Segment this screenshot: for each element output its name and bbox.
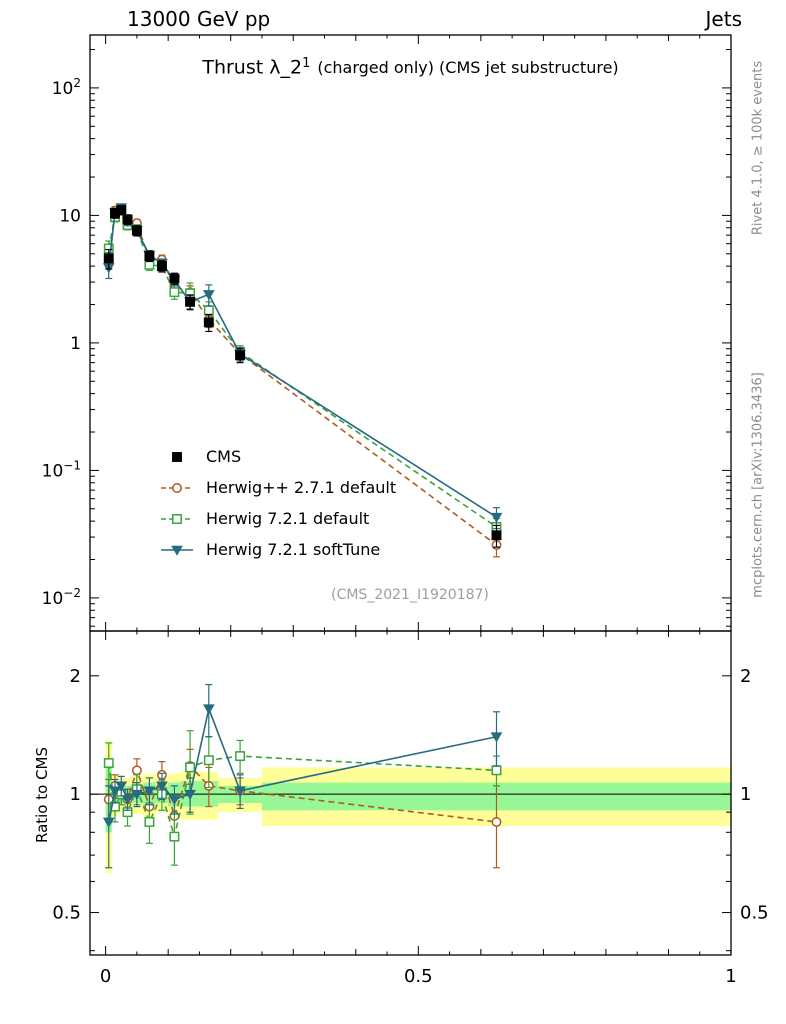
rivet-version-note: Rivet 4.1.0, ≥ 100k events — [750, 60, 766, 236]
herwigpp-271-default-marker-icon — [161, 482, 193, 493]
ratio-uncertainty-bands — [105, 740, 731, 874]
svg-text:2: 2 — [70, 666, 81, 687]
title-suffix: (charged only) (CMS jet substructure) — [317, 58, 619, 78]
watermark: (CMS_2021_I1920187) — [331, 587, 489, 603]
main-series-cms — [103, 205, 502, 548]
svg-text:10−1: 10−1 — [42, 458, 81, 481]
svg-text:0.5: 0.5 — [52, 903, 81, 924]
legend: CMS Herwig++ 2.7.1 default Herwig 7.2.1 de… — [160, 441, 396, 565]
svg-text:0.5: 0.5 — [740, 903, 769, 924]
svg-text:1: 1 — [70, 334, 81, 354]
ratio-series-herwig-721-softtune — [102, 683, 503, 869]
beam-energy-label: 13000 GeV pp — [127, 7, 271, 31]
title-superscript: 1 — [302, 56, 311, 71]
svg-text:2: 2 — [740, 666, 751, 687]
svg-text:1: 1 — [70, 784, 81, 805]
svg-text:10−2: 10−2 — [42, 586, 81, 609]
title-prefix: Thrust λ_2 — [202, 56, 303, 79]
svg-text:0: 0 — [100, 966, 111, 987]
svg-text:0.5: 0.5 — [404, 966, 433, 987]
legend-item-herwig-721-default: Herwig 7.2.1 default — [160, 503, 396, 534]
herwig-721-softtune-marker-icon — [161, 545, 193, 556]
legend-label: Herwig 7.2.1 default — [206, 509, 370, 528]
legend-label: Herwig 7.2.1 softTune — [206, 540, 381, 559]
herwig-721-default-marker-icon — [161, 513, 193, 524]
legend-item-herwigpp-271-default: Herwig++ 2.7.1 default — [160, 472, 396, 503]
legend-item-herwig-721-softtune: Herwig 7.2.1 softTune — [160, 534, 396, 565]
ratio-panel-frame — [89, 630, 732, 956]
svg-text:1: 1 — [725, 966, 736, 987]
legend-item-cms: CMS — [160, 441, 396, 472]
legend-label: Herwig++ 2.7.1 default — [206, 478, 397, 497]
cms-marker-icon — [172, 451, 182, 462]
svg-text:1: 1 — [740, 784, 751, 805]
svg-text:102: 102 — [52, 76, 81, 99]
ratio-axis-label: Ratio to CMS — [33, 746, 51, 844]
tick-labels: 102 10 1 10−1 10−2 2 2 1 1 0.5 0.5 0 0.5 1 — [42, 76, 769, 987]
mcplots-arxiv-note: mcplots.cern.ch [arXiv:1306.3436] — [750, 372, 766, 598]
svg-text:10: 10 — [59, 206, 81, 226]
legend-label: CMS — [206, 447, 242, 466]
plot-title: Thrust λ_21 (charged only) (CMS jet subst… — [90, 56, 731, 78]
analysis-topic-label: Jets — [705, 7, 742, 31]
